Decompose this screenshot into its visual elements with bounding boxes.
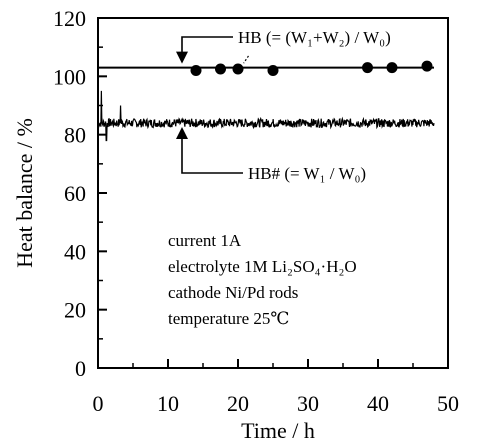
condition-electrolyte: electrolyte 1M Li₂SO₄·H₂O: [168, 257, 357, 276]
y-tick-label: 80: [64, 123, 86, 148]
hb-series-label: HB (= (W₁+W₂) / W₀): [238, 28, 391, 47]
x-axis-title: Time / h: [241, 418, 315, 443]
y-tick-label: 40: [64, 239, 86, 264]
ticks-group: 0 20 40 60 80 100 120 0 10 20 30 40 50: [53, 6, 459, 416]
y-tick-label: 100: [53, 64, 86, 89]
x-tick-label: 0: [93, 391, 104, 416]
y-axis-title: Heat balance / %: [12, 118, 37, 268]
condition-current: current 1A: [168, 231, 242, 250]
x-tick-label: 30: [297, 391, 319, 416]
hb-data-point: [190, 65, 202, 76]
hbs-callout-arrow: [176, 127, 188, 139]
x-tick-label: 40: [367, 391, 389, 416]
hb-callout-arrow: [176, 51, 188, 64]
y-tick-label: 0: [75, 356, 86, 381]
hb-data-point: [215, 63, 226, 75]
y-tick-label: 120: [53, 6, 86, 31]
hb-data-point: [232, 63, 244, 75]
hbs-series-label: HB# (= W₁ / W₀): [248, 164, 366, 183]
condition-temperature: temperature 25℃: [168, 309, 289, 328]
hb-data-point: [386, 62, 398, 74]
y-tick-label: 60: [64, 181, 86, 206]
y-tick-label: 20: [64, 298, 86, 323]
series-group: [97, 36, 435, 174]
hbs-callout-line: [181, 129, 243, 174]
hb-data-point: [421, 60, 433, 72]
x-tick-label: 50: [437, 391, 459, 416]
hb-callout-line: [181, 36, 233, 62]
x-tick-label: 20: [227, 391, 249, 416]
hbs-series-line: [97, 90, 435, 142]
hb-pointer-dots: [243, 55, 249, 64]
hb-data-point: [267, 65, 279, 76]
x-tick-label: 10: [157, 391, 179, 416]
condition-cathode: cathode Ni/Pd rods: [168, 283, 298, 302]
hb-data-point: [362, 62, 373, 74]
annotations-group: HB (= (W₁+W₂) / W₀) HB# (= W₁ / W₀) curr…: [168, 28, 391, 328]
